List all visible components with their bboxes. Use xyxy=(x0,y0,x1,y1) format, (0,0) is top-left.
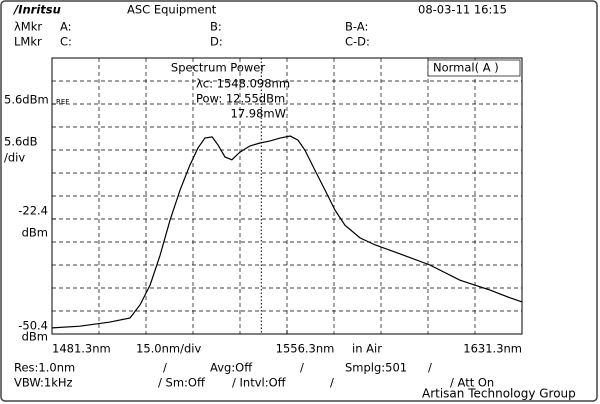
y-unit: dBm xyxy=(22,226,48,240)
x-tick-label: 1631.3nm xyxy=(463,342,522,356)
logo: /Inritsu xyxy=(12,3,61,17)
avg: Avg:Off xyxy=(210,361,253,375)
power-mw: 17.98mW xyxy=(231,107,287,121)
x-tick-label: 1556.3nm xyxy=(276,342,335,356)
mkr-b: B: xyxy=(210,20,222,34)
y-tick-label: -22.4 xyxy=(18,204,48,218)
vbw: VBW:1kHz xyxy=(14,376,73,390)
sep: / xyxy=(330,376,334,390)
mkr-c: C: xyxy=(60,35,72,49)
trace xyxy=(51,135,523,329)
marker-label: λc: 1548.098nm xyxy=(196,77,290,91)
wmkr: λMkr xyxy=(14,20,42,34)
y-tick-label: 5.6dBm xyxy=(4,93,49,107)
mode-box xyxy=(427,59,521,77)
x-tick-label: 1481.3nm xyxy=(52,342,111,356)
mkr-cd: C-D: xyxy=(345,35,370,49)
chart-title: Spectrum Power xyxy=(171,61,265,75)
att: / Att On xyxy=(450,376,494,390)
grid xyxy=(52,58,522,334)
equipment: ASC Equipment xyxy=(127,3,217,17)
res: Res:1.0nm xyxy=(14,361,75,375)
intvl: / Intvl:Off xyxy=(232,376,287,390)
mkr-a: A: xyxy=(60,20,72,34)
mkr-ba: B-A: xyxy=(345,20,368,34)
medium: in Air xyxy=(352,342,382,356)
ref: REF xyxy=(56,98,69,106)
y-unit: dBm xyxy=(22,330,48,344)
power: Pow: 12.55dBm xyxy=(196,92,285,106)
datetime: 08-03-11 16:15 xyxy=(418,3,507,17)
sep: / xyxy=(428,361,432,375)
sep: / xyxy=(163,361,167,375)
watermark: Artisan Technology Group xyxy=(422,387,576,401)
sep: / xyxy=(300,361,304,375)
scale: 5.6dB xyxy=(4,135,38,149)
span-div: 15.0nm/div xyxy=(136,342,201,356)
y-tick-label: -50.4 xyxy=(18,319,48,333)
smplg: Smplg:501 xyxy=(345,361,407,375)
mode: Normal( A ) xyxy=(433,61,499,75)
per-div: /div xyxy=(4,151,25,165)
mkr-d: D: xyxy=(210,35,223,49)
sm: / Sm:Off xyxy=(158,376,206,390)
lmkr: LMkr xyxy=(14,35,42,49)
